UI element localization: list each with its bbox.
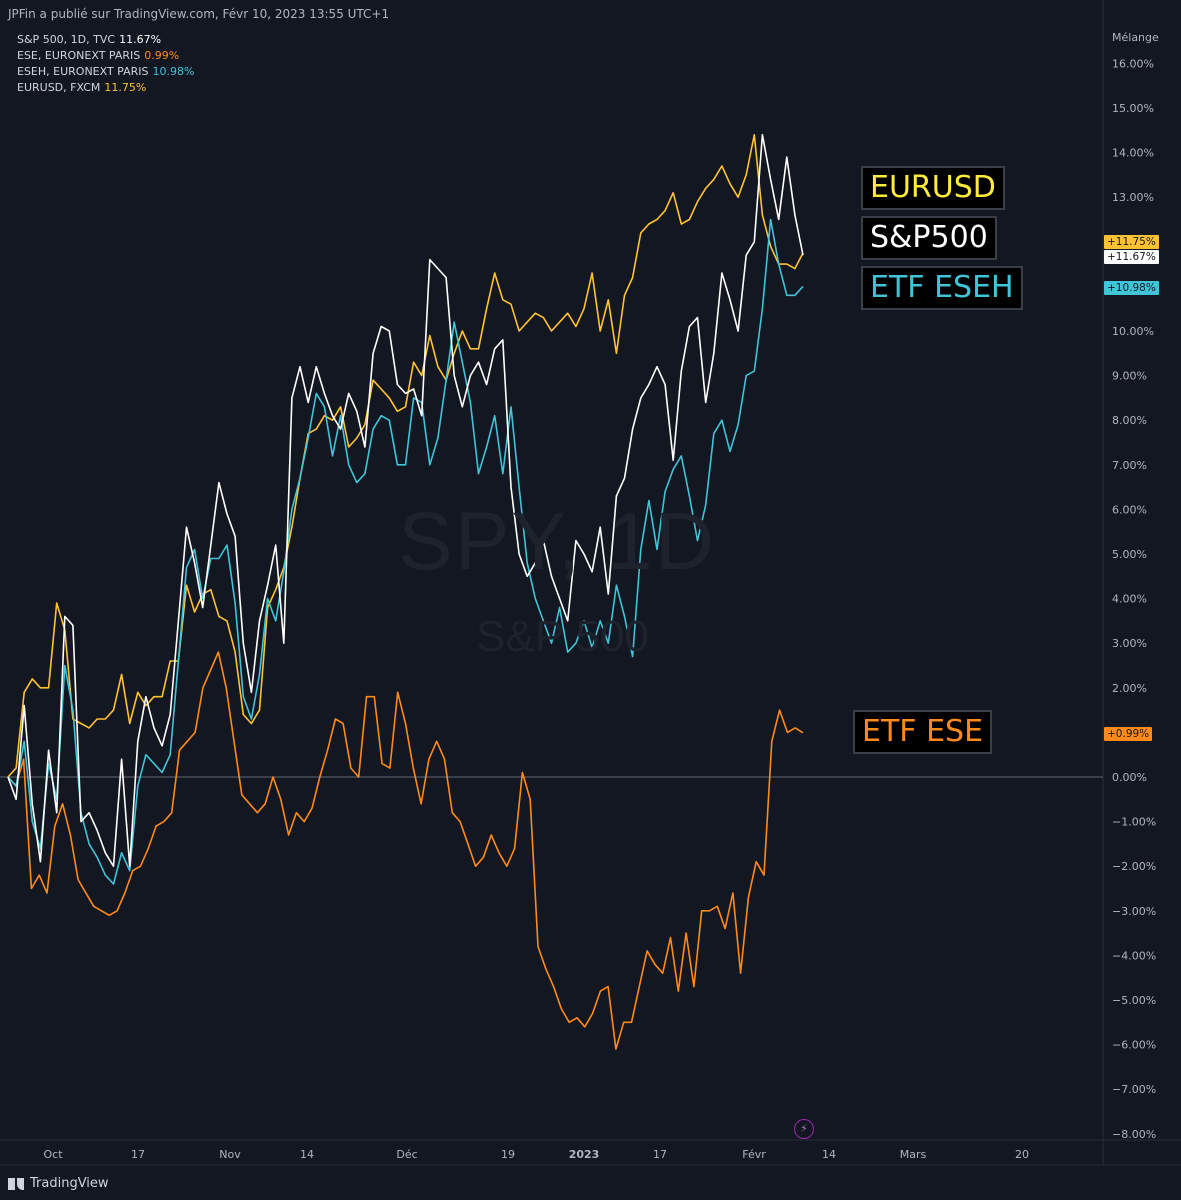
- publish-header: JPFin a publié sur TradingView.com, Févr…: [8, 7, 390, 21]
- y-tick-label: 5.00%: [1112, 548, 1147, 561]
- annotation-eseh: ETF ESEH: [861, 266, 1023, 310]
- annotation-ese: ETF ESE: [853, 710, 993, 754]
- legend-item-eseh[interactable]: ESEH, EURONEXT PARIS 10.98%: [17, 64, 194, 80]
- y-tick-label: −7.00%: [1112, 1083, 1156, 1096]
- y-tick-label: −2.00%: [1112, 860, 1156, 873]
- brand-name: TradingView: [30, 1176, 109, 1191]
- watermark-description: S&P 500: [476, 612, 649, 661]
- legend-value: 10.98%: [152, 65, 195, 78]
- series-line-eseh: [7, 218, 804, 885]
- legend: S&P 500, 1D, TVC 11.67% ESE, EURONEXT PAR…: [17, 32, 194, 96]
- legend-item-ese[interactable]: ESE, EURONEXT PARIS 0.99%: [17, 48, 194, 64]
- y-tick-label: 6.00%: [1112, 503, 1147, 516]
- series-line-eurusd: [7, 134, 804, 778]
- legend-name: ESE, EURONEXT PARIS: [17, 49, 141, 62]
- x-tick-label: 17: [653, 1148, 667, 1161]
- x-tick-label: 19: [501, 1148, 515, 1161]
- series-line-s-p-500: [7, 134, 804, 868]
- y-tick-label: 13.00%: [1112, 191, 1154, 204]
- y-tick-label: 9.00%: [1112, 370, 1147, 383]
- y-tick-label: 15.00%: [1112, 102, 1154, 115]
- y-tick-label: 4.00%: [1112, 593, 1147, 606]
- legend-name: ESEH, EURONEXT PARIS: [17, 65, 149, 78]
- price-tag-eseh: +10.98%: [1104, 281, 1159, 295]
- legend-value: 0.99%: [144, 49, 180, 62]
- series-line-ese: [7, 651, 804, 1050]
- legend-item-eurusd[interactable]: EURUSD, FXCM 11.75%: [17, 80, 194, 96]
- legend-value: 11.67%: [119, 33, 162, 46]
- scale-mode-label[interactable]: Mélange: [1112, 31, 1159, 44]
- x-tick-label: 2023: [569, 1148, 600, 1161]
- x-tick-label: Oct: [43, 1148, 63, 1161]
- y-tick-label: −8.00%: [1112, 1128, 1156, 1141]
- y-tick-label: −1.00%: [1112, 816, 1156, 829]
- x-tick-label: 20: [1015, 1148, 1029, 1161]
- y-tick-label: −3.00%: [1112, 905, 1156, 918]
- x-tick-label: Nov: [219, 1148, 241, 1161]
- y-tick-label: −6.00%: [1112, 1039, 1156, 1052]
- x-tick-label: Févr: [742, 1148, 766, 1161]
- y-tick-label: −4.00%: [1112, 949, 1156, 962]
- y-tick-label: 10.00%: [1112, 325, 1154, 338]
- y-tick-label: 16.00%: [1112, 57, 1154, 70]
- legend-value: 11.75%: [104, 81, 147, 94]
- x-tick-label: 14: [822, 1148, 836, 1161]
- x-tick-label: Mars: [900, 1148, 927, 1161]
- price-tag-eurusd: +11.75%: [1104, 235, 1159, 249]
- annotation-eurusd: EURUSD: [861, 166, 1005, 210]
- x-tick-label: Déc: [396, 1148, 417, 1161]
- legend-name: S&P 500, 1D, TVC: [17, 33, 116, 46]
- footer-brand: TradingView: [8, 1176, 109, 1191]
- y-tick-label: 8.00%: [1112, 414, 1147, 427]
- watermark-symbol: SPY, 1D: [398, 496, 716, 587]
- legend-name: EURUSD, FXCM: [17, 81, 101, 94]
- x-tick-label: 14: [300, 1148, 314, 1161]
- y-tick-label: 7.00%: [1112, 459, 1147, 472]
- y-tick-label: −5.00%: [1112, 994, 1156, 1007]
- tradingview-logo-icon: [8, 1177, 24, 1190]
- y-tick-label: 14.00%: [1112, 147, 1154, 160]
- x-tick-label: 17: [131, 1148, 145, 1161]
- y-tick-label: 3.00%: [1112, 637, 1147, 650]
- y-tick-label: 0.00%: [1112, 771, 1147, 784]
- price-tag-ese: +0.99%: [1104, 727, 1153, 741]
- lightning-icon[interactable]: ⚡: [794, 1119, 814, 1139]
- price-tag-sp500: +11.67%: [1104, 250, 1159, 264]
- y-tick-label: 2.00%: [1112, 682, 1147, 695]
- legend-item-sp500[interactable]: S&P 500, 1D, TVC 11.67%: [17, 32, 194, 48]
- annotation-sp500: S&P500: [861, 216, 997, 260]
